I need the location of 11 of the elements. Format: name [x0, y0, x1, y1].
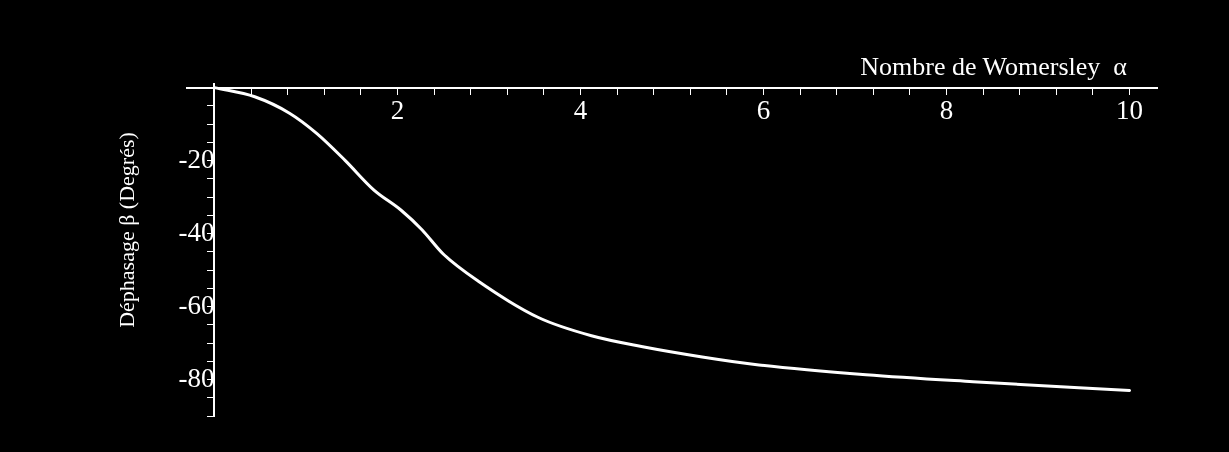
y-tick-label: -20 — [178, 143, 215, 174]
y-tick-label: -40 — [178, 216, 215, 247]
x-axis-title: Nombre de Womersley α — [860, 52, 1128, 82]
x-tick-label: 8 — [939, 94, 954, 125]
y-tick-label: -60 — [178, 289, 215, 320]
x-tick-label: 4 — [573, 94, 588, 125]
x-tick-label: 6 — [756, 94, 771, 125]
x-tick-label: 10 — [1116, 94, 1144, 125]
y-tick-label: -80 — [178, 362, 215, 393]
y-axis-title: Déphasage β (Degrés) — [113, 132, 139, 328]
x-tick-label: 2 — [390, 94, 405, 125]
